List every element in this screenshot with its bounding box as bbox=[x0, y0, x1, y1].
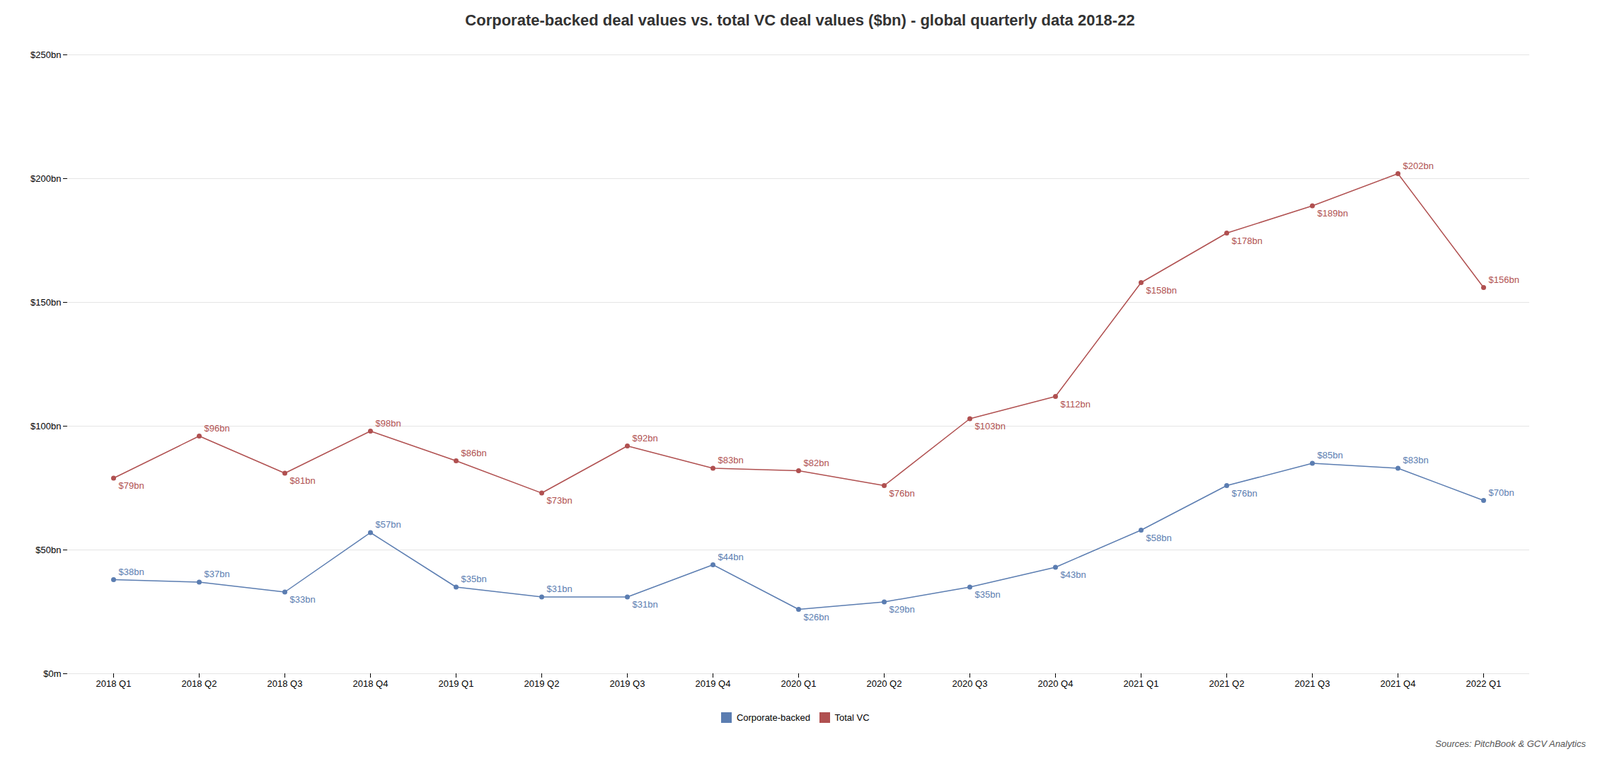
svg-text:$100bn: $100bn bbox=[30, 421, 61, 432]
svg-text:$200bn: $200bn bbox=[30, 173, 61, 184]
svg-text:$96bn: $96bn bbox=[204, 423, 230, 434]
svg-text:2021 Q2: 2021 Q2 bbox=[1209, 678, 1245, 690]
svg-text:$103bn: $103bn bbox=[975, 421, 1006, 432]
svg-text:$44bn: $44bn bbox=[718, 551, 744, 563]
svg-text:$57bn: $57bn bbox=[375, 519, 402, 531]
svg-text:$76bn: $76bn bbox=[889, 488, 915, 499]
svg-text:2019 Q4: 2019 Q4 bbox=[695, 678, 732, 690]
svg-text:$112bn: $112bn bbox=[1060, 399, 1091, 410]
svg-text:2019 Q3: 2019 Q3 bbox=[609, 678, 646, 690]
svg-text:$76bn: $76bn bbox=[1232, 488, 1258, 499]
svg-text:$58bn: $58bn bbox=[1146, 532, 1172, 544]
svg-text:2018 Q3: 2018 Q3 bbox=[267, 678, 303, 690]
svg-text:$82bn: $82bn bbox=[803, 457, 830, 469]
svg-text:$70bn: $70bn bbox=[1488, 487, 1515, 499]
svg-text:$86bn: $86bn bbox=[461, 447, 487, 459]
svg-text:$73bn: $73bn bbox=[547, 495, 573, 506]
svg-text:2020 Q1: 2020 Q1 bbox=[781, 678, 817, 690]
svg-text:$31bn: $31bn bbox=[547, 583, 573, 595]
svg-text:2021 Q1: 2021 Q1 bbox=[1123, 678, 1160, 690]
svg-text:$37bn: $37bn bbox=[204, 568, 230, 580]
svg-text:$43bn: $43bn bbox=[1060, 569, 1087, 581]
svg-text:2020 Q4: 2020 Q4 bbox=[1038, 678, 1074, 690]
svg-text:$150bn: $150bn bbox=[30, 297, 61, 308]
svg-text:$98bn: $98bn bbox=[375, 418, 402, 429]
svg-text:$0m: $0m bbox=[43, 668, 61, 680]
svg-text:$35bn: $35bn bbox=[461, 573, 487, 585]
svg-text:2018 Q2: 2018 Q2 bbox=[181, 678, 218, 690]
svg-text:2021 Q4: 2021 Q4 bbox=[1380, 678, 1417, 690]
svg-text:$83bn: $83bn bbox=[1403, 455, 1429, 466]
svg-text:2021 Q3: 2021 Q3 bbox=[1295, 678, 1331, 690]
svg-text:$33bn: $33bn bbox=[290, 594, 316, 606]
svg-text:$156bn: $156bn bbox=[1488, 274, 1520, 286]
html-text:Corporate-backed: Corporate-backed bbox=[736, 712, 811, 724]
svg-text:2018 Q1: 2018 Q1 bbox=[96, 678, 132, 690]
html-text:Total VC: Total VC bbox=[834, 712, 870, 724]
svg-text:$85bn: $85bn bbox=[1317, 450, 1344, 461]
svg-text:$50bn: $50bn bbox=[35, 544, 61, 556]
svg-text:$31bn: $31bn bbox=[632, 599, 659, 610]
svg-text:2019 Q2: 2019 Q2 bbox=[524, 678, 560, 690]
html-text:Corporate-backed deal values v: Corporate-backed deal values vs. total V… bbox=[465, 11, 1135, 30]
svg-text:2019 Q1: 2019 Q1 bbox=[438, 678, 475, 690]
svg-text:$158bn: $158bn bbox=[1146, 285, 1177, 296]
svg-text:$35bn: $35bn bbox=[975, 589, 1001, 601]
svg-text:$189bn: $189bn bbox=[1317, 208, 1349, 219]
svg-text:$202bn: $202bn bbox=[1403, 160, 1434, 172]
svg-text:2020 Q2: 2020 Q2 bbox=[866, 678, 903, 690]
svg-text:$26bn: $26bn bbox=[803, 612, 830, 623]
svg-text:2018 Q4: 2018 Q4 bbox=[353, 678, 389, 690]
svg-text:$79bn: $79bn bbox=[118, 480, 145, 492]
svg-text:$29bn: $29bn bbox=[889, 604, 915, 615]
svg-text:$81bn: $81bn bbox=[290, 475, 316, 487]
html-text:Sources: PitchBook & GCV Analy: Sources: PitchBook & GCV Analytics bbox=[1435, 738, 1586, 750]
svg-text:$250bn: $250bn bbox=[30, 49, 61, 61]
svg-text:2020 Q3: 2020 Q3 bbox=[952, 678, 988, 690]
svg-text:$83bn: $83bn bbox=[718, 455, 744, 466]
svg-text:$178bn: $178bn bbox=[1232, 235, 1263, 247]
svg-text:2022 Q1: 2022 Q1 bbox=[1466, 678, 1502, 690]
svg-text:$38bn: $38bn bbox=[118, 566, 145, 578]
svg-text:$92bn: $92bn bbox=[632, 433, 659, 444]
